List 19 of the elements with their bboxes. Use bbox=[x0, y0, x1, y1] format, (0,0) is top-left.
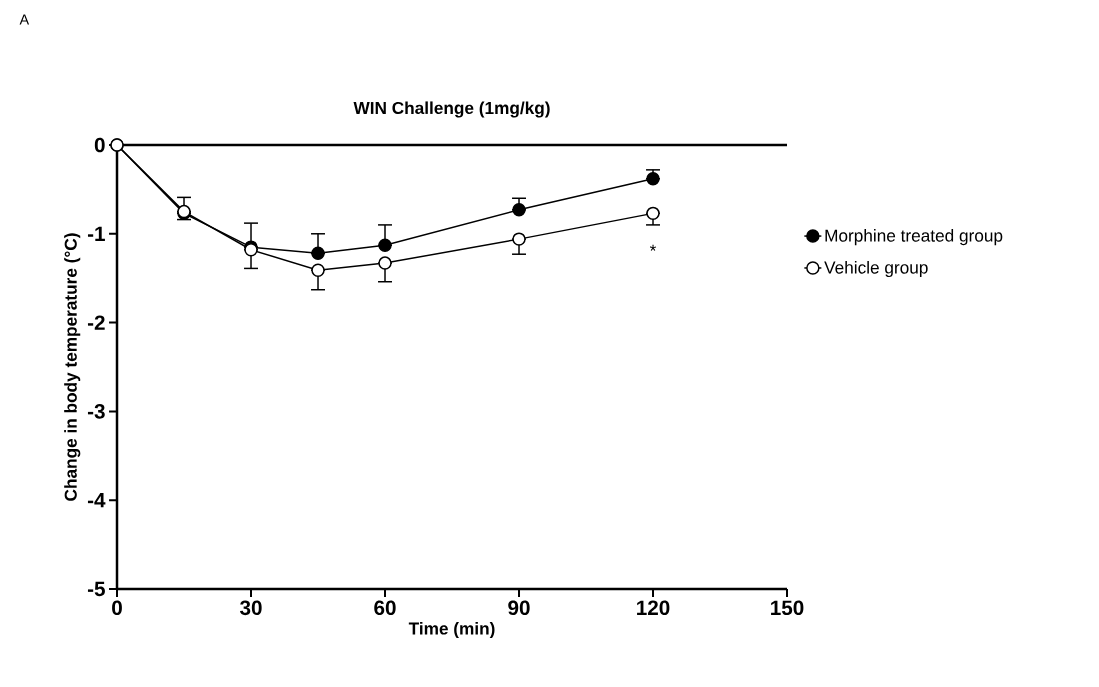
x-axis-title: Time (min) bbox=[408, 621, 495, 639]
x-tick-label: 150 bbox=[771, 600, 804, 616]
x-tick-label: 0 bbox=[112, 600, 122, 616]
x-tick-label: 120 bbox=[637, 600, 670, 616]
y-tick-label: 0 bbox=[94, 137, 105, 153]
y-tick-label: -4 bbox=[87, 493, 106, 508]
x-tick-label: 90 bbox=[508, 600, 530, 616]
annotation: * bbox=[649, 244, 657, 251]
y-tick-label: -1 bbox=[87, 226, 105, 241]
legend-label: Morphine treated group bbox=[825, 229, 1003, 246]
x-tick-label: 30 bbox=[239, 600, 262, 616]
y-axis-title: Change in body temperature (°C) bbox=[64, 233, 81, 501]
y-tick-label: -5 bbox=[87, 581, 105, 597]
y-tick-label: -3 bbox=[87, 404, 105, 419]
chart-title: WIN Challenge (1mg/kg) bbox=[353, 101, 550, 118]
y-tick-label: -2 bbox=[87, 315, 105, 330]
x-tick-label: 60 bbox=[374, 600, 396, 616]
text: A bbox=[19, 14, 30, 25]
legend-label: Vehicle group bbox=[824, 260, 928, 278]
